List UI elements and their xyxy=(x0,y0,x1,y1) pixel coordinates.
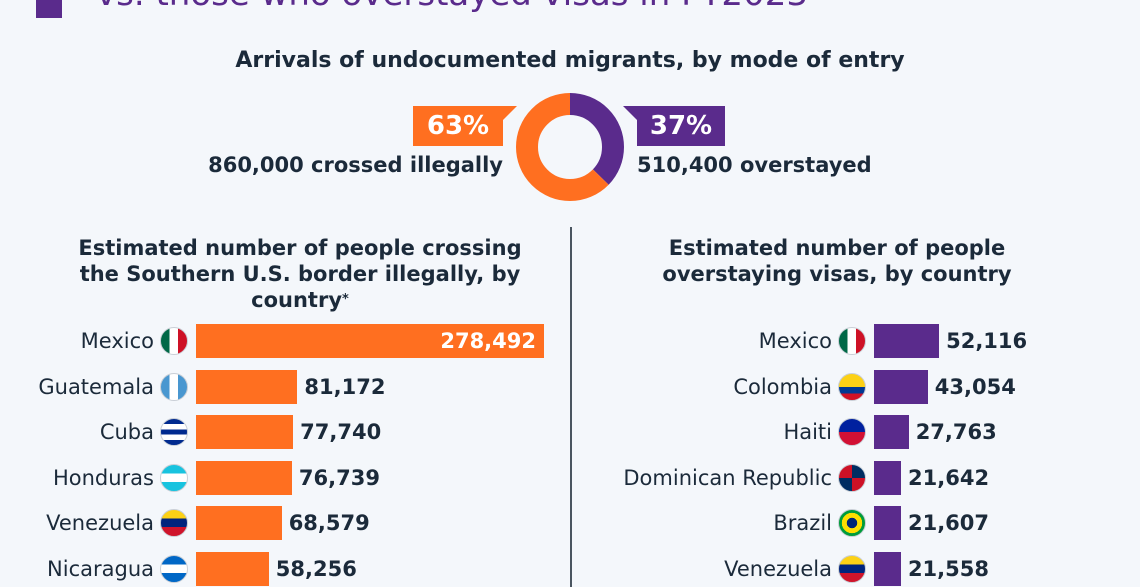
overstayed-bar xyxy=(874,506,901,540)
overstayed-bar-row: Brazil 21,607 xyxy=(0,506,1140,540)
crossed-bar-row: Guatemala 81,172 xyxy=(0,369,1140,404)
flag-venezuela-icon xyxy=(160,509,188,537)
crossed-value-label: 278,492 xyxy=(440,329,536,353)
left-panel-title-note: * xyxy=(342,292,349,307)
crossed-value-label: 68,579 xyxy=(288,511,370,535)
crossed-bar xyxy=(196,369,298,404)
overstayed-bar-row: Colombia 43,054 xyxy=(0,369,1140,404)
crossed-value-label: 81,172 xyxy=(304,374,386,399)
overstayed-category-label: Haiti xyxy=(783,420,832,444)
crossed-category-label: Guatemala xyxy=(38,374,154,399)
overstayed-category-label: Dominican Republic xyxy=(623,465,832,490)
flag-cuba-icon xyxy=(160,418,188,446)
overstayed-bar xyxy=(874,415,909,449)
crossed-bar xyxy=(196,415,294,449)
donut-slice-crossed-illegally xyxy=(516,93,624,201)
legend-swatch xyxy=(36,0,62,18)
crossed-bar xyxy=(196,460,292,495)
crossed-category-label: Honduras xyxy=(52,465,154,490)
overstayed-bar xyxy=(874,460,902,495)
legend-text: vs. those who overstayed visas in FY2023 xyxy=(96,0,808,14)
overstayed-caption: 510,400 overstayed xyxy=(637,153,872,177)
overstayed-percent-badge: 37% xyxy=(623,106,725,146)
crossed-percent-badge: 63% xyxy=(413,106,517,146)
flag-colombia-icon xyxy=(838,372,866,401)
overstayed-category-label: Brazil xyxy=(773,511,832,535)
crossed-caption: 860,000 crossed illegally xyxy=(208,153,503,177)
overstayed-value-label: 43,054 xyxy=(934,374,1016,399)
left-panel-title-text: Estimated number of people crossing the … xyxy=(78,236,522,312)
crossed-bar-row: Honduras 76,739 xyxy=(0,460,1140,495)
donut-chart xyxy=(516,93,624,201)
overstayed-bar-row: Mexico 52,116 xyxy=(0,324,1140,358)
flag-venezuela-icon xyxy=(838,554,866,583)
overstayed-value-label: 21,607 xyxy=(907,511,990,535)
flag-honduras-icon xyxy=(160,463,188,492)
flag-mexico-icon xyxy=(838,327,866,355)
overstayed-bar-row: Venezuela 21,558 xyxy=(0,551,1140,586)
crossed-bar xyxy=(196,324,544,358)
overstayed-category-label: Venezuela xyxy=(724,556,832,581)
donut-title: Arrivals of undocumented migrants, by mo… xyxy=(235,48,905,73)
flag-haiti-icon xyxy=(838,418,866,446)
overstayed-category-label: Colombia xyxy=(733,374,832,399)
crossed-category-label: Venezuela xyxy=(46,511,154,535)
crossed-category-label: Cuba xyxy=(99,420,154,444)
overstayed-value-label: 21,558 xyxy=(907,556,989,581)
overstayed-bar xyxy=(874,551,901,586)
flag-mexico-icon xyxy=(160,327,188,355)
panel-divider xyxy=(570,227,572,587)
crossed-value-label: 77,740 xyxy=(300,420,382,444)
flag-guatemala-icon xyxy=(160,372,188,401)
crossed-value-label: 76,739 xyxy=(298,465,380,490)
legend-header: vs. those who overstayed visas in FY2023 xyxy=(36,0,808,18)
overstayed-bar-row: Dominican Republic 21,642 xyxy=(0,460,1140,495)
overstayed-value-label: 52,116 xyxy=(946,329,1028,353)
crossed-category-label: Mexico xyxy=(80,329,154,353)
flag-brazil-icon xyxy=(838,509,866,537)
flag-dominican-republic-icon xyxy=(838,463,866,492)
overstayed-bar xyxy=(874,369,928,404)
crossed-bar xyxy=(196,506,282,540)
overstayed-value-label: 21,642 xyxy=(908,465,990,490)
right-panel-title: Estimated number of people overstaying v… xyxy=(662,236,1012,286)
overstayed-bar-row: Haiti 27,763 xyxy=(0,415,1140,449)
left-panel-title: Estimated number of people crossing the … xyxy=(60,235,540,313)
crossed-bar-row: Venezuela 68,579 xyxy=(0,506,1140,540)
overstayed-value-label: 27,763 xyxy=(915,420,997,444)
crossed-bar-row: Cuba 77,740 xyxy=(0,415,1140,449)
overstayed-category-label: Mexico xyxy=(758,329,832,353)
overstayed-bar xyxy=(874,324,940,358)
crossed-bar-row: Mexico 278,492 xyxy=(0,324,1140,358)
